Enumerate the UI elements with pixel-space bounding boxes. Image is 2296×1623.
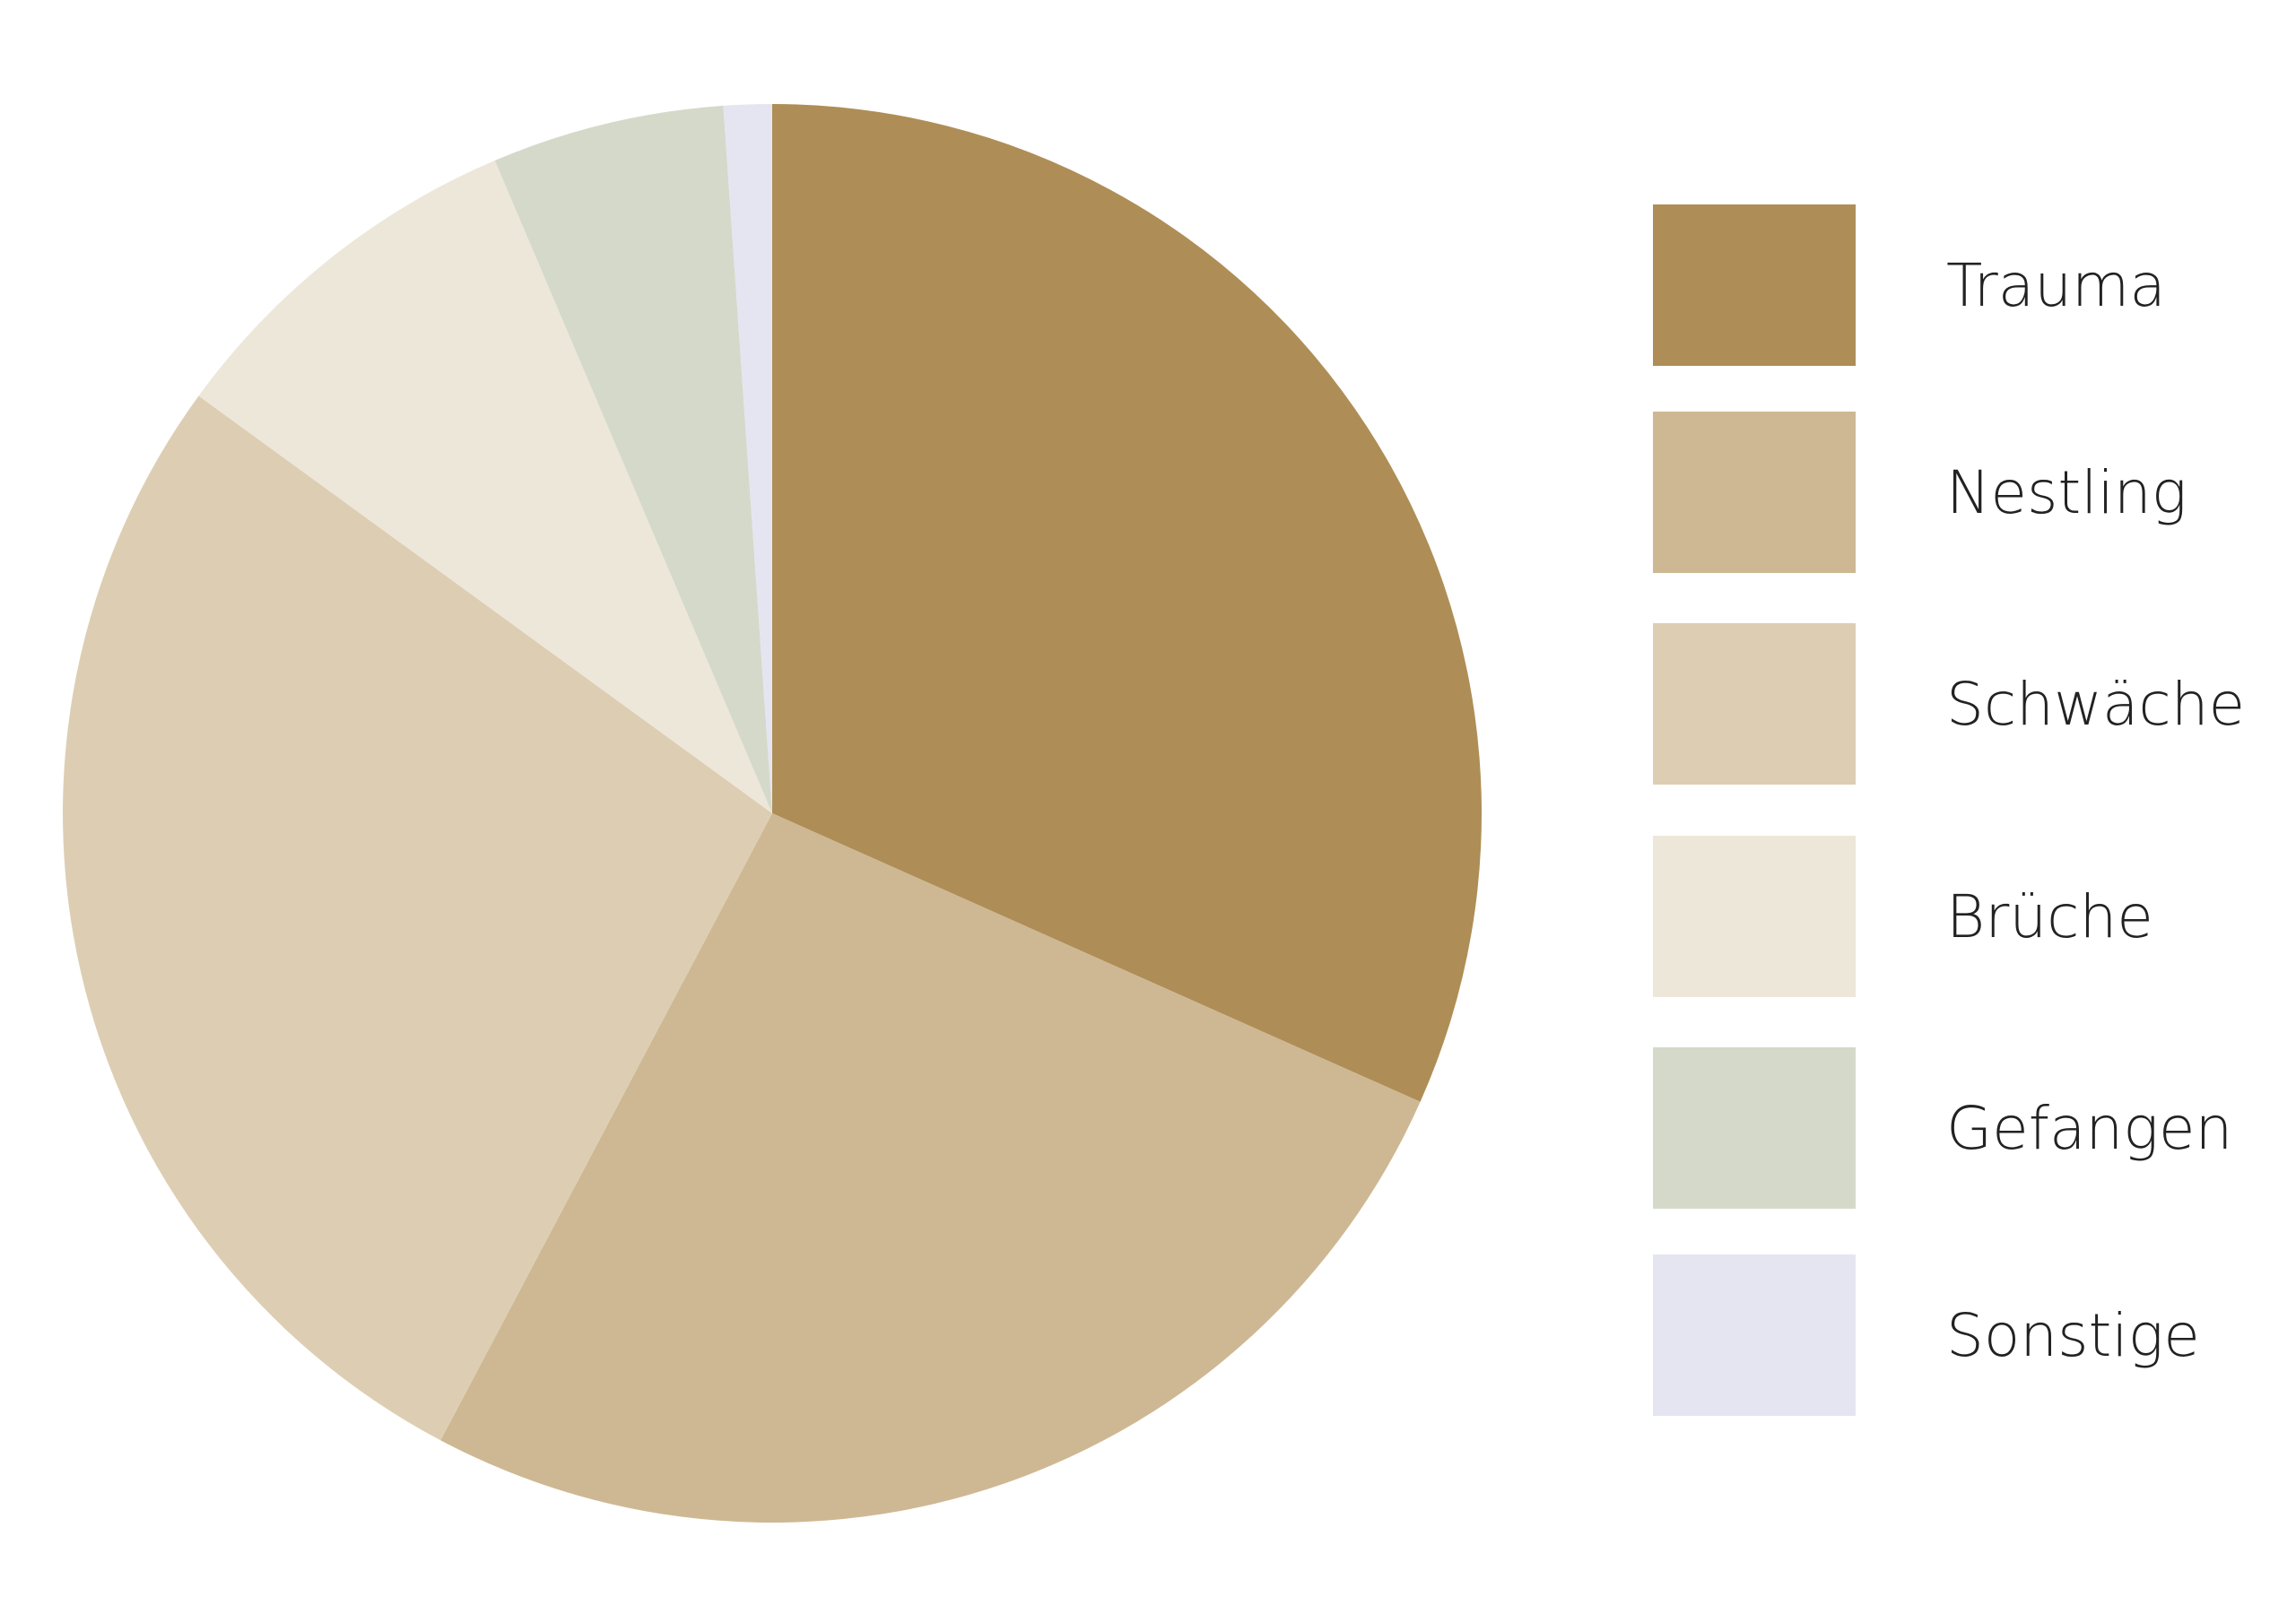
legend-swatch: [1653, 204, 1856, 366]
legend-label: Gefangen: [1946, 1094, 2232, 1163]
pie-slice-brüche: [198, 160, 772, 814]
legend-item: Sonstige: [1653, 1254, 2200, 1416]
legend-label: Brüche: [1946, 882, 2153, 951]
legend-swatch: [1653, 1254, 1856, 1416]
legend-item: Nestling: [1653, 412, 2187, 573]
pie-slice-trauma: [772, 104, 1482, 1102]
legend-swatch: [1653, 1047, 1856, 1209]
legend-item: Trauma: [1653, 204, 2166, 366]
legend-swatch: [1653, 412, 1856, 573]
legend-swatch: [1653, 623, 1856, 785]
pie-slices: [62, 104, 1482, 1523]
legend-label: Schwäche: [1946, 670, 2245, 739]
legend: Trauma Nestling Schwäche Brüche Gefangen Sons…: [1653, 204, 2245, 1416]
pie-slice-nestling: [440, 813, 1421, 1523]
pie-slice-schwäche: [62, 395, 772, 1441]
legend-item: Schwäche: [1653, 623, 2245, 785]
pie-slice-sonstige: [723, 104, 772, 813]
legend-label: Nestling: [1946, 458, 2187, 527]
legend-label: Sonstige: [1946, 1301, 2200, 1370]
legend-swatch: [1653, 836, 1856, 997]
legend-item: Brüche: [1653, 836, 2153, 997]
legend-label: Trauma: [1946, 251, 2166, 320]
pie-slice-gefangen: [494, 105, 772, 813]
legend-item: Gefangen: [1653, 1047, 2232, 1209]
